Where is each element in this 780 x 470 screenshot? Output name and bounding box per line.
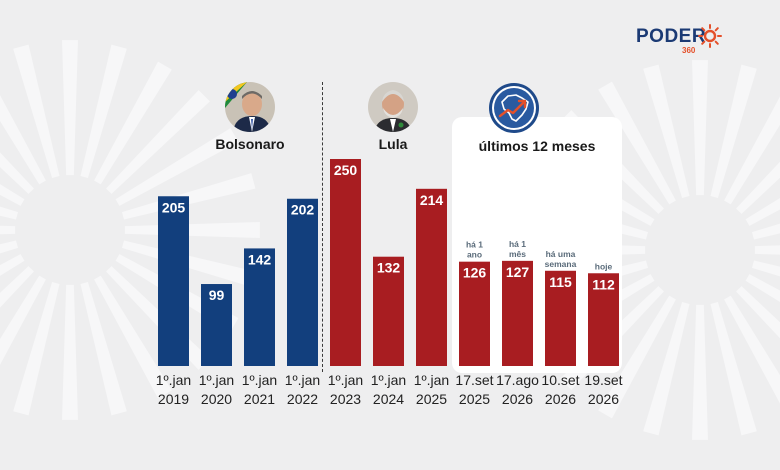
bar-value-label: 205 [162,199,186,215]
bar-note-label: há 1 [509,239,526,249]
bolsonaro-label: Bolsonaro [215,136,285,152]
bar [158,196,189,366]
lula-label: Lula [378,136,408,152]
x-tick-label: 19.set [584,372,622,388]
x-tick-label: 2021 [244,391,275,407]
sunburst-ray [94,275,172,399]
sunburst-ray [0,152,34,194]
x-tick-label: 2026 [545,391,576,407]
sunburst-ray [643,64,690,198]
brazil-map-trend-icon [489,83,539,133]
sunburst-ray [710,302,757,436]
government-divider [322,82,323,372]
x-tick-label: 1º.jan [371,372,406,388]
logo-wordmark: PODER [636,26,707,47]
bar-value-label: 142 [248,251,272,267]
bar-value-label: 127 [506,264,530,280]
bar-value-label: 202 [291,202,315,218]
x-tick-label: 2022 [287,391,318,407]
bar-value-label: 132 [377,260,401,276]
sunburst-ray [745,197,780,226]
bar-note-label: semana [545,259,577,269]
bar [459,261,490,366]
sunburst-ray [0,254,25,276]
logo-suffix: 360 [682,46,696,55]
bar-value-label: 99 [209,287,225,303]
bar-note-label: hoje [595,261,613,271]
x-tick-label: 17.ago [496,372,539,388]
x-tick-label: 2025 [459,391,490,407]
x-tick-label: 2019 [158,391,189,407]
sun-logo-icon [698,24,722,48]
bar [201,284,232,366]
sunburst-ray [692,60,708,196]
bar-value-label: 115 [549,274,572,290]
x-tick-label: 1º.jan [156,372,191,388]
bar [502,260,533,366]
bar-note-label: há 1 [466,240,483,250]
x-tick-label: 10.set [541,372,579,388]
bar-value-label: 250 [334,162,358,178]
sunburst-ray [736,161,780,214]
sunburst-ray [0,275,46,365]
bar [588,273,619,366]
x-tick-label: 1º.jan [199,372,234,388]
x-tick-label: 2020 [201,391,232,407]
sunburst-ray [94,61,172,185]
bar-note-label: mês [509,249,526,259]
sunburst-ray [80,44,127,178]
sunburst-ray [724,295,780,404]
lula-portrait-icon [368,82,418,132]
x-tick-label: 2023 [330,391,361,407]
sunburst-ray [0,266,34,308]
bar [330,159,361,366]
bar [545,270,576,366]
x-tick-label: 2024 [373,391,404,407]
sunburst-ray [598,81,676,205]
sunburst-ray [643,302,690,436]
sunburst-ray [710,64,757,198]
bar-note-label: ano [467,250,482,260]
x-tick-label: 2025 [416,391,447,407]
x-tick-label: 1º.jan [328,372,363,388]
sunburst-ray [0,95,46,185]
sunburst-ray [598,295,676,419]
sunburst-ray [62,40,78,176]
sunburst-ray [13,44,60,178]
x-tick-label: 2026 [588,391,619,407]
sunburst-ray [115,128,239,206]
bar [287,198,318,366]
sunburst-ray [752,223,780,240]
sunburst-ray [0,240,18,254]
sunburst-ray [0,225,16,235]
sunburst-ray [752,260,780,277]
sunburst-ray [0,184,25,206]
bar [244,248,275,366]
sunburst-ray [80,282,127,416]
bolsonaro-portrait-icon [225,82,275,132]
bar [416,188,447,366]
sunburst-ray [736,286,780,339]
bar-note-label: há uma [546,249,576,259]
recent-12-months-title: últimos 12 meses [478,138,596,154]
x-tick-label: 1º.jan [242,372,277,388]
sunburst-ray [106,90,210,194]
sunburst-ray [0,206,18,220]
bar-value-label: 214 [420,192,444,208]
sunburst-ray [13,282,60,416]
sunburst-ray [724,96,780,205]
sunburst-ray [692,304,708,440]
sunburst-ray [754,245,780,255]
x-tick-label: 17.set [455,372,493,388]
x-tick-label: 1º.jan [285,372,320,388]
bar [373,256,404,366]
bar-value-label: 112 [592,276,615,292]
x-tick-label: 2026 [502,391,533,407]
sunburst-ray [62,284,78,420]
bar-value-label: 126 [463,265,487,281]
x-tick-label: 1º.jan [414,372,449,388]
sunburst-ray [745,274,780,303]
